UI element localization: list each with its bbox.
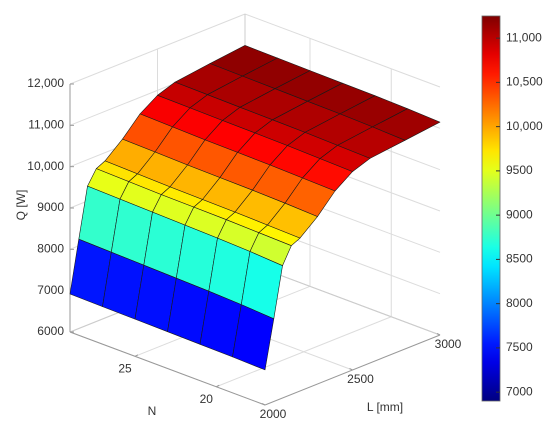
z-tick-label: 6000 xyxy=(37,324,64,338)
colorbar-tick-label: 11,000 xyxy=(506,30,542,44)
z-tick-label: 9000 xyxy=(37,200,64,214)
z-tick-label: 8000 xyxy=(37,242,64,256)
z-tick-label: 10,000 xyxy=(27,159,64,173)
colorbar-tick-label: 10,000 xyxy=(506,119,543,133)
y-tick-label: 2000 xyxy=(260,407,287,421)
x-tick-label: 25 xyxy=(118,362,132,376)
grid-line xyxy=(244,13,441,88)
colorbar xyxy=(481,15,501,402)
x-axis xyxy=(69,331,266,406)
z-tick-label: 11,000 xyxy=(28,118,64,132)
y-tick-label: 2500 xyxy=(347,372,374,386)
colorbar-tick-label: 9000 xyxy=(506,207,533,221)
z-axis-label: Q [W] xyxy=(14,190,28,221)
colorbar-tick-label: 9500 xyxy=(506,163,533,177)
y-tick xyxy=(349,368,353,371)
x-axis-label: N xyxy=(148,404,157,418)
x-tick xyxy=(216,384,220,388)
colorbar-tick-label: 10,500 xyxy=(506,75,543,89)
z-tick-label: 7000 xyxy=(37,283,64,297)
x-tick xyxy=(134,354,139,357)
colorbar-tick-label: 7500 xyxy=(506,340,533,354)
y-tick xyxy=(436,333,441,336)
colorbar-tick-label: 8000 xyxy=(506,296,533,310)
colorbar-tick-label: 7000 xyxy=(506,384,533,398)
y-tick xyxy=(261,403,266,406)
y-tick-label: 3000 xyxy=(435,337,462,351)
colorbar-tick-label: 8500 xyxy=(506,252,533,266)
y-axis-label: L [mm] xyxy=(367,400,403,414)
surface-cell xyxy=(232,304,275,371)
x-tick-label: 20 xyxy=(200,392,214,406)
z-tick-label: 12,000 xyxy=(27,76,64,90)
